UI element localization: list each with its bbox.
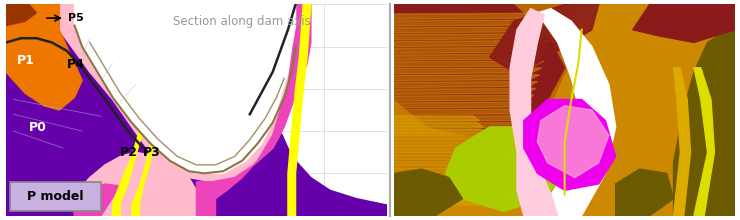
Polygon shape bbox=[75, 4, 295, 173]
Polygon shape bbox=[394, 61, 544, 67]
Polygon shape bbox=[132, 142, 155, 216]
Polygon shape bbox=[394, 174, 515, 179]
Text: P3: P3 bbox=[143, 147, 161, 160]
Text: P model: P model bbox=[27, 190, 84, 203]
Polygon shape bbox=[394, 54, 546, 60]
Polygon shape bbox=[394, 102, 532, 108]
Polygon shape bbox=[394, 68, 542, 74]
Polygon shape bbox=[673, 68, 690, 216]
Text: P0: P0 bbox=[29, 121, 47, 134]
Polygon shape bbox=[394, 123, 526, 128]
Polygon shape bbox=[394, 135, 491, 140]
Polygon shape bbox=[394, 116, 528, 122]
Text: P1: P1 bbox=[17, 53, 36, 66]
Polygon shape bbox=[394, 181, 519, 185]
Polygon shape bbox=[510, 9, 558, 216]
Polygon shape bbox=[6, 4, 36, 26]
Polygon shape bbox=[6, 4, 82, 110]
Polygon shape bbox=[633, 4, 735, 42]
Polygon shape bbox=[537, 106, 609, 178]
Polygon shape bbox=[394, 129, 488, 134]
Polygon shape bbox=[394, 13, 558, 19]
Polygon shape bbox=[394, 194, 527, 198]
Text: Section along dam axis: Section along dam axis bbox=[173, 15, 311, 28]
Polygon shape bbox=[112, 131, 143, 216]
Polygon shape bbox=[394, 200, 531, 205]
Text: P2: P2 bbox=[120, 147, 138, 160]
Polygon shape bbox=[394, 109, 530, 115]
Bar bbox=[10, 182, 101, 211]
Polygon shape bbox=[537, 9, 616, 216]
Polygon shape bbox=[394, 116, 480, 121]
Polygon shape bbox=[394, 4, 582, 216]
Polygon shape bbox=[394, 142, 495, 147]
Polygon shape bbox=[197, 4, 311, 216]
Polygon shape bbox=[75, 152, 197, 216]
Polygon shape bbox=[59, 4, 311, 182]
Polygon shape bbox=[394, 161, 507, 166]
Polygon shape bbox=[694, 68, 714, 216]
Polygon shape bbox=[288, 4, 311, 216]
Polygon shape bbox=[394, 122, 483, 127]
Polygon shape bbox=[394, 169, 462, 216]
Polygon shape bbox=[524, 99, 616, 190]
Polygon shape bbox=[394, 34, 552, 40]
Text: P4: P4 bbox=[67, 58, 85, 71]
Polygon shape bbox=[394, 4, 565, 135]
Polygon shape bbox=[6, 4, 387, 216]
Polygon shape bbox=[394, 155, 503, 160]
Polygon shape bbox=[616, 169, 673, 216]
Polygon shape bbox=[394, 168, 511, 172]
Polygon shape bbox=[394, 27, 554, 33]
Polygon shape bbox=[394, 48, 548, 53]
Polygon shape bbox=[673, 26, 735, 216]
Text: P5: P5 bbox=[67, 13, 84, 23]
Polygon shape bbox=[394, 129, 524, 135]
Polygon shape bbox=[394, 95, 534, 101]
Polygon shape bbox=[394, 41, 550, 46]
Polygon shape bbox=[394, 148, 500, 153]
Polygon shape bbox=[490, 4, 599, 72]
Polygon shape bbox=[75, 184, 120, 216]
Polygon shape bbox=[394, 20, 556, 26]
Polygon shape bbox=[394, 82, 538, 88]
Polygon shape bbox=[394, 75, 539, 81]
Polygon shape bbox=[394, 187, 522, 192]
Polygon shape bbox=[394, 88, 536, 94]
Polygon shape bbox=[445, 127, 565, 211]
